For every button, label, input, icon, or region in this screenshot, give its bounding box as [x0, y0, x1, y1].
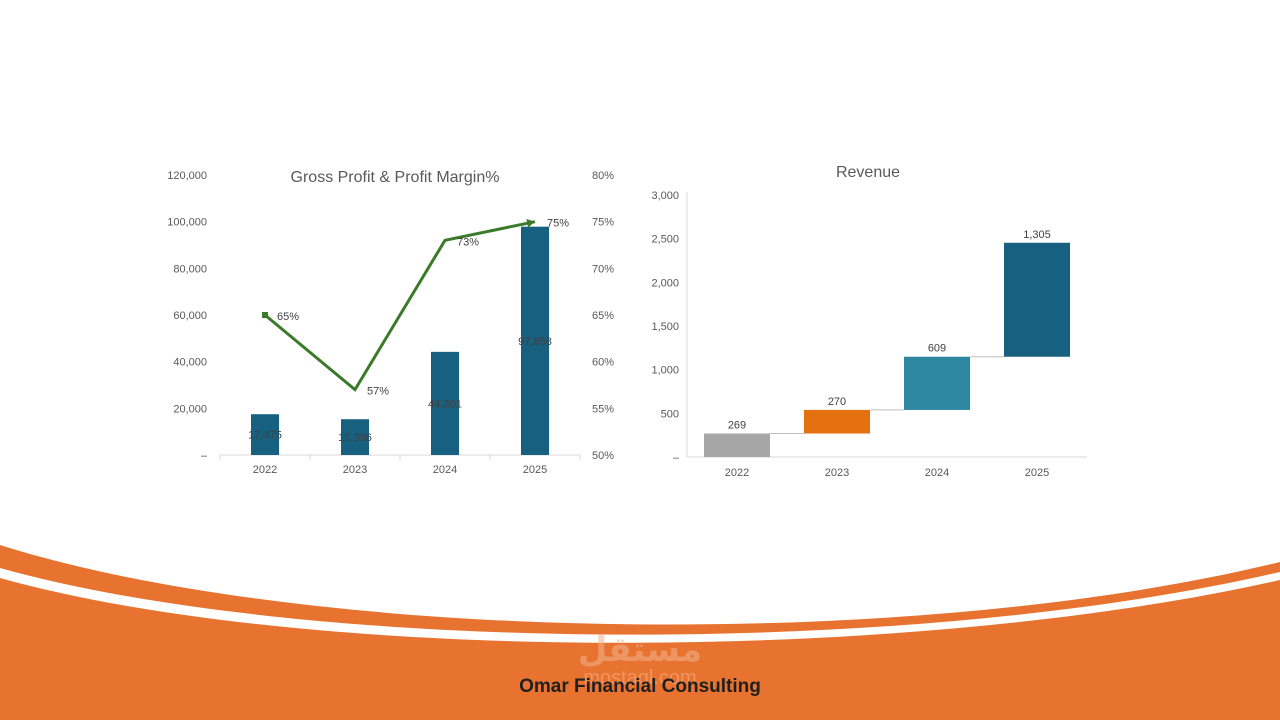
bar-data-label: 17,475: [248, 430, 282, 442]
x-tick-label: 2024: [433, 464, 457, 476]
revenue-bar: [904, 356, 970, 410]
company-name: Omar Financial Consulting: [519, 676, 761, 697]
x-tick-label: 2025: [1025, 467, 1049, 479]
y-tick-label: 1,000: [651, 365, 679, 377]
gross-profit-bar: [251, 414, 279, 455]
gross-profit-bar: [521, 226, 549, 455]
gross-profit-bar: [341, 419, 369, 455]
y-tick-label: 20,000: [173, 403, 207, 415]
footer-white-swoosh: [0, 568, 1280, 643]
bar-data-label: 97,858: [518, 336, 552, 348]
revenue-bar: [704, 433, 770, 457]
margin-data-label: 65%: [277, 311, 299, 323]
bar-data-label: 270: [828, 396, 846, 408]
revenue-chart: Revenue – 500 1,000 1,500 2,000 2,500 3,000 26…: [651, 164, 1087, 479]
margin-data-label: 75%: [547, 218, 569, 230]
y-tick-label: –: [673, 452, 680, 464]
profit-margin-line: [264, 220, 536, 392]
y-tick-label: 100,000: [167, 217, 207, 229]
x-tick-label: 2023: [343, 464, 367, 476]
y-tick-label: 2,000: [651, 277, 679, 289]
gross-profit-bar: [431, 351, 459, 455]
bar-data-label: 269: [728, 420, 746, 432]
y-tick-label: 40,000: [173, 357, 207, 369]
y-tick-label: 1,500: [651, 321, 679, 333]
y-tick-label: 3,000: [651, 190, 679, 202]
footer-orange-band: [0, 545, 1280, 720]
chart-title: Gross Profit & Profit Margin%: [291, 169, 500, 186]
margin-data-label: 73%: [457, 236, 479, 248]
margin-data-label: 57%: [367, 386, 389, 398]
watermark-arabic: مستقل: [577, 631, 703, 669]
y-tick-label: 2,500: [651, 234, 679, 246]
x-tick-label: 2022: [725, 467, 749, 479]
x-tick-label: 2023: [825, 467, 849, 479]
y-tick-label: 80,000: [173, 263, 207, 275]
x-tick-label: 2022: [253, 464, 277, 476]
bar-data-label: 44,201: [428, 398, 462, 410]
watermark: مستقل mostaql.com: [0, 632, 1280, 688]
y2-tick-label: 60%: [592, 357, 614, 369]
y2-tick-label: 50%: [592, 450, 614, 462]
x-tick-label: 2024: [925, 467, 949, 479]
y2-tick-label: 75%: [592, 217, 614, 229]
chart-title: Revenue: [836, 164, 900, 181]
x-tick-label: 2025: [523, 464, 547, 476]
watermark-latin: mostaql.com: [583, 667, 697, 689]
revenue-bar: [804, 409, 870, 434]
y2-tick-label: 80%: [592, 170, 614, 182]
y-tick-label: –: [201, 450, 208, 462]
line-arrowhead: [526, 219, 535, 228]
bar-data-label: 1,305: [1023, 229, 1051, 241]
line-marker: [262, 312, 268, 318]
y2-tick-label: 55%: [592, 403, 614, 415]
y2-tick-label: 70%: [592, 263, 614, 275]
revenue-bar: [1004, 242, 1070, 357]
bar-data-label: 15,336: [338, 432, 372, 444]
y-tick-label: 500: [661, 408, 679, 420]
y2-tick-label: 65%: [592, 310, 614, 322]
bar-data-label: 609: [928, 343, 946, 355]
y-tick-label: 60,000: [173, 310, 207, 322]
gross-profit-chart: Gross Profit & Profit Margin% – 20,000 40,…: [167, 169, 614, 476]
y-tick-label: 120,000: [167, 170, 207, 182]
